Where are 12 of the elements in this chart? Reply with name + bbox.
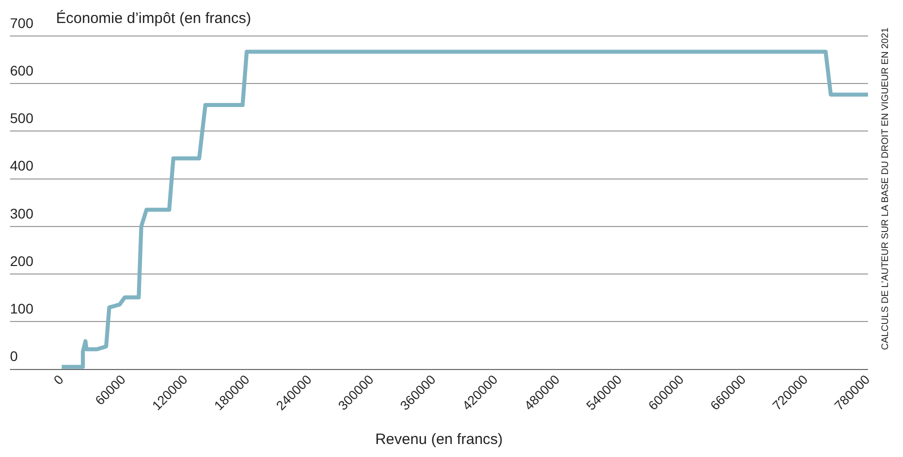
- y-axis-title: Économie d’impôt (en francs): [56, 10, 252, 27]
- y-tick-label: 300: [10, 205, 34, 222]
- y-tick-label: 100: [10, 300, 34, 317]
- y-tick-label: 600: [10, 62, 34, 78]
- text: CALCULS DE L’AUTEUR SUR LA BASE DU DROIT EN VIGUEUR EN 2021: [880, 26, 891, 350]
- y-tick-label: 700: [10, 14, 34, 31]
- y-tick-label: 500: [10, 110, 34, 126]
- y-tick-label: 200: [10, 252, 34, 269]
- y-tick-label: 0: [10, 348, 18, 364]
- x-tick-label: 0: [50, 372, 66, 388]
- y-tick-label: 400: [10, 158, 34, 174]
- x-axis-title: Revenu (en francs): [375, 431, 503, 448]
